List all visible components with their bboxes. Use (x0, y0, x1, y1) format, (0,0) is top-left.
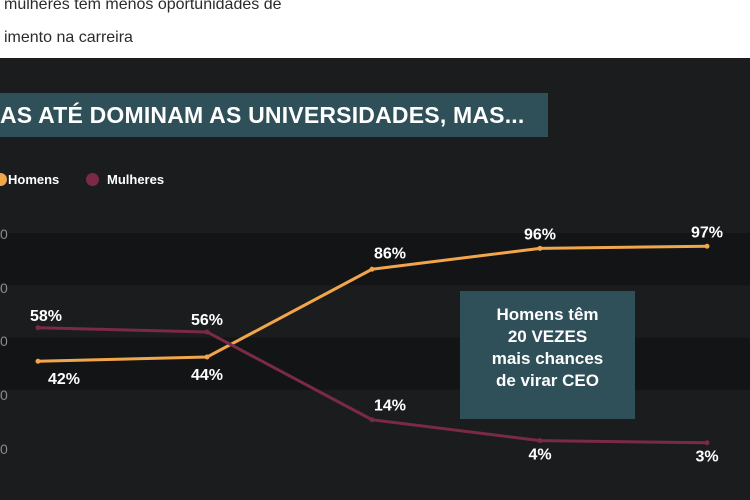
y-tick-label: 0 (0, 387, 8, 403)
headline-banner (0, 93, 548, 137)
legend-homens-label: Homens (8, 172, 60, 187)
data-point (35, 358, 41, 364)
data-point (537, 245, 543, 251)
data-label: 97% (691, 224, 723, 241)
data-point (204, 354, 210, 360)
data-label: 14% (374, 398, 406, 415)
data-label: 58% (30, 308, 62, 325)
callout-line-3: mais chances (491, 349, 604, 368)
grid-band (0, 233, 750, 286)
data-label: 86% (374, 245, 406, 262)
data-label: 42% (48, 371, 80, 388)
intro-line-1: mulheres têm menos oportunidades de (4, 0, 282, 13)
callout-line-4: de virar CEO (496, 371, 599, 390)
data-point (704, 440, 710, 446)
data-point (369, 417, 375, 423)
intro-line-2: imento na carreira (4, 29, 133, 46)
ceo-callout-box (460, 291, 635, 419)
ceo-callout-text: Homens têm 20 VEZES mais chances de vira… (460, 304, 635, 392)
y-tick-label: 0 (0, 333, 8, 349)
intro-band (0, 0, 750, 58)
data-label: 56% (191, 312, 223, 329)
data-label: 96% (524, 226, 556, 243)
data-point (537, 438, 543, 444)
y-tick-label: 0 (0, 226, 8, 242)
data-label: 44% (191, 367, 223, 384)
data-label: 3% (695, 449, 718, 466)
legend-homens-marker (0, 173, 7, 186)
data-point (204, 329, 210, 335)
data-label: 4% (528, 447, 551, 464)
data-point (35, 325, 41, 331)
legend-mulheres-marker (86, 173, 99, 186)
callout-line-1: Homens têm (496, 305, 599, 324)
y-tick-label: 0 (0, 280, 8, 296)
headline-text: AS ATÉ DOMINAM AS UNIVERSIDADES, MAS... (0, 102, 525, 128)
grid-band (0, 337, 750, 390)
y-tick-label: 0 (0, 441, 8, 457)
legend-mulheres-label: Mulheres (107, 172, 165, 187)
data-point (369, 266, 375, 272)
data-point (704, 243, 710, 249)
callout-line-2: 20 VEZES (507, 327, 588, 346)
